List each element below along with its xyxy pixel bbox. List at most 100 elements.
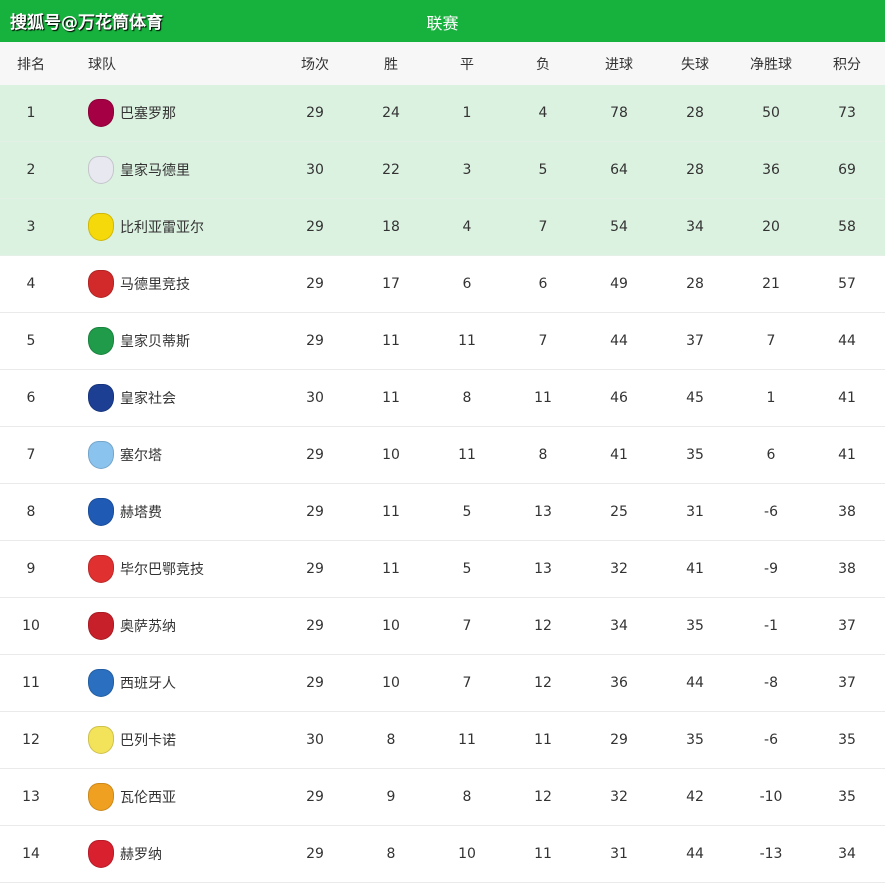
team-cell[interactable]: 皇家贝蒂斯 bbox=[88, 327, 190, 355]
lost-cell: 13 bbox=[534, 561, 552, 577]
drawn-cell: 6 bbox=[462, 276, 472, 292]
drawn-cell: 11 bbox=[458, 447, 476, 463]
table-row[interactable]: 3 比利亚雷亚尔 29 18 4 7 54 34 20 58 bbox=[0, 199, 885, 256]
rayo-vallecano-crest-icon bbox=[88, 726, 114, 754]
table-header: 排名 球队 场次 胜 平 负 进球 失球 净胜球 积分 bbox=[0, 42, 885, 85]
goals-for-cell: 49 bbox=[610, 276, 628, 292]
goals-against-cell: 42 bbox=[686, 789, 704, 805]
table-row[interactable]: 5 皇家贝蒂斯 29 11 11 7 44 37 7 44 bbox=[0, 313, 885, 370]
column-header-goals-for: 进球 bbox=[605, 56, 633, 73]
team-name: 塞尔塔 bbox=[120, 448, 162, 464]
won-cell: 10 bbox=[382, 675, 400, 691]
drawn-cell: 7 bbox=[462, 618, 472, 634]
played-cell: 29 bbox=[306, 333, 324, 349]
column-header-rank: 排名 bbox=[17, 56, 45, 73]
points-cell: 44 bbox=[838, 333, 856, 349]
goals-against-cell: 44 bbox=[686, 846, 704, 862]
team-name: 赫塔费 bbox=[120, 505, 162, 521]
goals-against-cell: 44 bbox=[686, 675, 704, 691]
points-cell: 34 bbox=[838, 846, 856, 862]
won-cell: 18 bbox=[382, 219, 400, 235]
won-cell: 10 bbox=[382, 618, 400, 634]
goal-difference-cell: -6 bbox=[764, 732, 778, 748]
table-row[interactable]: 4 马德里竞技 29 17 6 6 49 28 21 57 bbox=[0, 256, 885, 313]
played-cell: 29 bbox=[306, 675, 324, 691]
celta-crest-icon bbox=[88, 441, 114, 469]
team-cell[interactable]: 赫塔费 bbox=[88, 498, 162, 526]
team-cell[interactable]: 瓦伦西亚 bbox=[88, 783, 176, 811]
points-cell: 38 bbox=[838, 504, 856, 520]
points-cell: 41 bbox=[838, 390, 856, 406]
goals-for-cell: 32 bbox=[610, 561, 628, 577]
drawn-cell: 8 bbox=[462, 390, 472, 406]
table-row[interactable]: 2 皇家马德里 30 22 3 5 64 28 36 69 bbox=[0, 142, 885, 199]
team-cell[interactable]: 巴塞罗那 bbox=[88, 99, 176, 127]
rank-cell: 11 bbox=[22, 675, 40, 691]
goals-for-cell: 41 bbox=[610, 447, 628, 463]
goals-for-cell: 31 bbox=[610, 846, 628, 862]
espanyol-crest-icon bbox=[88, 669, 114, 697]
points-cell: 41 bbox=[838, 447, 856, 463]
table-row[interactable]: 7 塞尔塔 29 10 11 8 41 35 6 41 bbox=[0, 427, 885, 484]
team-name: 皇家马德里 bbox=[120, 163, 190, 179]
drawn-cell: 4 bbox=[462, 219, 472, 235]
team-cell[interactable]: 比利亚雷亚尔 bbox=[88, 213, 204, 241]
team-cell[interactable]: 赫罗纳 bbox=[88, 840, 162, 868]
goals-for-cell: 64 bbox=[610, 162, 628, 178]
drawn-cell: 5 bbox=[462, 504, 472, 520]
team-cell[interactable]: 马德里竞技 bbox=[88, 270, 190, 298]
column-header-won: 胜 bbox=[384, 56, 398, 73]
team-name: 瓦伦西亚 bbox=[120, 790, 176, 806]
goals-for-cell: 25 bbox=[610, 504, 628, 520]
goals-against-cell: 35 bbox=[686, 618, 704, 634]
goal-difference-cell: 50 bbox=[762, 105, 780, 121]
lost-cell: 11 bbox=[534, 390, 552, 406]
team-cell[interactable]: 皇家马德里 bbox=[88, 156, 190, 184]
table-row[interactable]: 14 赫罗纳 29 8 10 11 31 44 -13 34 bbox=[0, 826, 885, 883]
goals-against-cell: 34 bbox=[686, 219, 704, 235]
goals-for-cell: 44 bbox=[610, 333, 628, 349]
rank-cell: 13 bbox=[22, 789, 40, 805]
drawn-cell: 3 bbox=[462, 162, 472, 178]
team-cell[interactable]: 西班牙人 bbox=[88, 669, 176, 697]
table-row[interactable]: 11 西班牙人 29 10 7 12 36 44 -8 37 bbox=[0, 655, 885, 712]
table-row[interactable]: 10 奥萨苏纳 29 10 7 12 34 35 -1 37 bbox=[0, 598, 885, 655]
table-row[interactable]: 6 皇家社会 30 11 8 11 46 45 1 41 bbox=[0, 370, 885, 427]
column-header-lost: 负 bbox=[536, 56, 550, 73]
goals-for-cell: 54 bbox=[610, 219, 628, 235]
rank-cell: 1 bbox=[26, 105, 36, 121]
points-cell: 73 bbox=[838, 105, 856, 121]
points-cell: 35 bbox=[838, 732, 856, 748]
lost-cell: 13 bbox=[534, 504, 552, 520]
drawn-cell: 8 bbox=[462, 789, 472, 805]
won-cell: 11 bbox=[382, 333, 400, 349]
team-cell[interactable]: 毕尔巴鄂竞技 bbox=[88, 555, 204, 583]
rank-cell: 2 bbox=[26, 162, 36, 178]
team-cell[interactable]: 皇家社会 bbox=[88, 384, 176, 412]
played-cell: 29 bbox=[306, 618, 324, 634]
goals-against-cell: 28 bbox=[686, 276, 704, 292]
table-row[interactable]: 1 巴塞罗那 29 24 1 4 78 28 50 73 bbox=[0, 85, 885, 142]
team-cell[interactable]: 奥萨苏纳 bbox=[88, 612, 176, 640]
goals-for-cell: 29 bbox=[610, 732, 628, 748]
table-row[interactable]: 12 巴列卡诺 30 8 11 11 29 35 -6 35 bbox=[0, 712, 885, 769]
goal-difference-cell: 20 bbox=[762, 219, 780, 235]
goals-for-cell: 46 bbox=[610, 390, 628, 406]
goals-for-cell: 34 bbox=[610, 618, 628, 634]
points-cell: 35 bbox=[838, 789, 856, 805]
played-cell: 29 bbox=[306, 219, 324, 235]
table-row[interactable]: 9 毕尔巴鄂竞技 29 11 5 13 32 41 -9 38 bbox=[0, 541, 885, 598]
column-header-team: 球队 bbox=[88, 56, 116, 73]
goals-against-cell: 28 bbox=[686, 105, 704, 121]
table-row[interactable]: 8 赫塔费 29 11 5 13 25 31 -6 38 bbox=[0, 484, 885, 541]
team-cell[interactable]: 巴列卡诺 bbox=[88, 726, 176, 754]
team-name: 巴塞罗那 bbox=[120, 106, 176, 122]
lost-cell: 12 bbox=[534, 618, 552, 634]
lost-cell: 12 bbox=[534, 789, 552, 805]
rank-cell: 8 bbox=[26, 504, 36, 520]
points-cell: 57 bbox=[838, 276, 856, 292]
drawn-cell: 11 bbox=[458, 333, 476, 349]
team-cell[interactable]: 塞尔塔 bbox=[88, 441, 162, 469]
table-row[interactable]: 13 瓦伦西亚 29 9 8 12 32 42 -10 35 bbox=[0, 769, 885, 826]
goals-against-cell: 45 bbox=[686, 390, 704, 406]
